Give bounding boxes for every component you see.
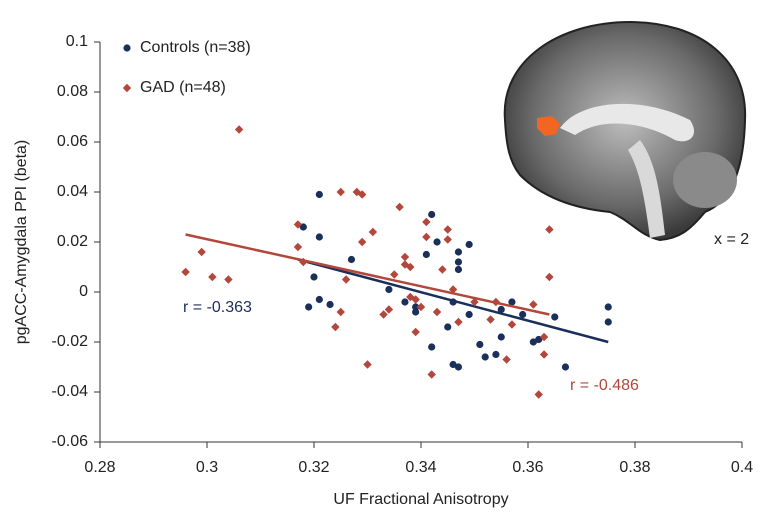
data-point [562, 363, 569, 370]
data-point [337, 308, 345, 316]
data-point [502, 355, 510, 363]
data-point [508, 320, 516, 328]
y-tick-label: 0 [79, 283, 88, 300]
data-point [466, 311, 473, 318]
data-point [337, 188, 345, 196]
data-point [444, 323, 451, 330]
data-point [316, 191, 323, 198]
y-tick-label: 0.1 [66, 33, 88, 50]
annotation: r = -0.486 [570, 377, 639, 394]
y-tick-label: -0.02 [52, 333, 89, 350]
data-point [235, 125, 243, 133]
x-tick-label: 0.28 [84, 459, 115, 476]
data-point [482, 353, 489, 360]
data-point [422, 218, 430, 226]
x-tick-label: 0.38 [619, 459, 650, 476]
data-point [395, 203, 403, 211]
data-point [535, 390, 543, 398]
data-point [411, 328, 419, 336]
legend-label: GAD (n=48) [140, 79, 226, 96]
y-tick-label: 0.02 [57, 233, 88, 250]
data-point [529, 300, 537, 308]
data-point [486, 315, 494, 323]
data-point [305, 303, 312, 310]
data-point [476, 341, 483, 348]
data-point [316, 296, 323, 303]
x-tick-label: 0.34 [405, 459, 436, 476]
data-point [385, 305, 393, 313]
data-point [181, 268, 189, 276]
data-point [310, 273, 317, 280]
data-point [450, 298, 457, 305]
data-point [428, 211, 435, 218]
data-point [326, 301, 333, 308]
data-point [545, 273, 553, 281]
data-point [498, 333, 505, 340]
data-point [455, 363, 462, 370]
y-tick-label: 0.08 [57, 83, 88, 100]
data-point [455, 266, 462, 273]
data-point [363, 360, 371, 368]
y-tick-label: 0.06 [57, 133, 88, 150]
annotation: r = -0.363 [183, 299, 252, 316]
data-point [433, 308, 441, 316]
data-point [545, 225, 553, 233]
data-point [454, 318, 462, 326]
annotation: x = 2 [714, 231, 749, 248]
data-point [605, 318, 612, 325]
data-point [492, 351, 499, 358]
legend-label: Controls (n=38) [140, 39, 251, 56]
y-tick-label: -0.04 [52, 383, 89, 400]
data-point [385, 286, 392, 293]
legend-marker [123, 44, 130, 51]
data-point [294, 243, 302, 251]
data-point [519, 311, 526, 318]
data-point [379, 310, 387, 318]
data-point [401, 298, 408, 305]
y-tick-label: -0.06 [52, 433, 89, 450]
legend-marker [123, 84, 131, 92]
x-tick-label: 0.36 [512, 459, 543, 476]
data-point [433, 238, 440, 245]
data-point [390, 270, 398, 278]
x-tick-label: 0.3 [196, 459, 218, 476]
data-point [428, 343, 435, 350]
data-point [428, 370, 436, 378]
data-point [423, 251, 430, 258]
chart: UF Fractional Anisotropy pgACC-Amygdala … [0, 0, 763, 515]
data-point [331, 323, 339, 331]
brain-image [505, 22, 745, 240]
data-point [208, 273, 216, 281]
data-point [422, 233, 430, 241]
data-point [455, 248, 462, 255]
data-point [492, 298, 500, 306]
x-axis-label: UF Fractional Anisotropy [333, 491, 508, 508]
data-point [342, 275, 350, 283]
data-point [605, 303, 612, 310]
data-point [455, 258, 462, 265]
data-point [369, 228, 377, 236]
data-point [551, 313, 558, 320]
data-point [498, 306, 505, 313]
data-point [197, 248, 205, 256]
x-tick-label: 0.4 [731, 459, 753, 476]
data-point [466, 241, 473, 248]
data-point [348, 256, 355, 263]
y-tick-label: 0.04 [57, 183, 88, 200]
data-point [540, 350, 548, 358]
data-point [438, 265, 446, 273]
data-point [316, 233, 323, 240]
data-point [224, 275, 232, 283]
data-point [401, 253, 409, 261]
data-point [358, 238, 366, 246]
data-point [444, 235, 452, 243]
x-tick-label: 0.32 [298, 459, 329, 476]
data-point [444, 225, 452, 233]
y-axis-label: pgACC-Amygdala PPI (beta) [13, 140, 30, 345]
